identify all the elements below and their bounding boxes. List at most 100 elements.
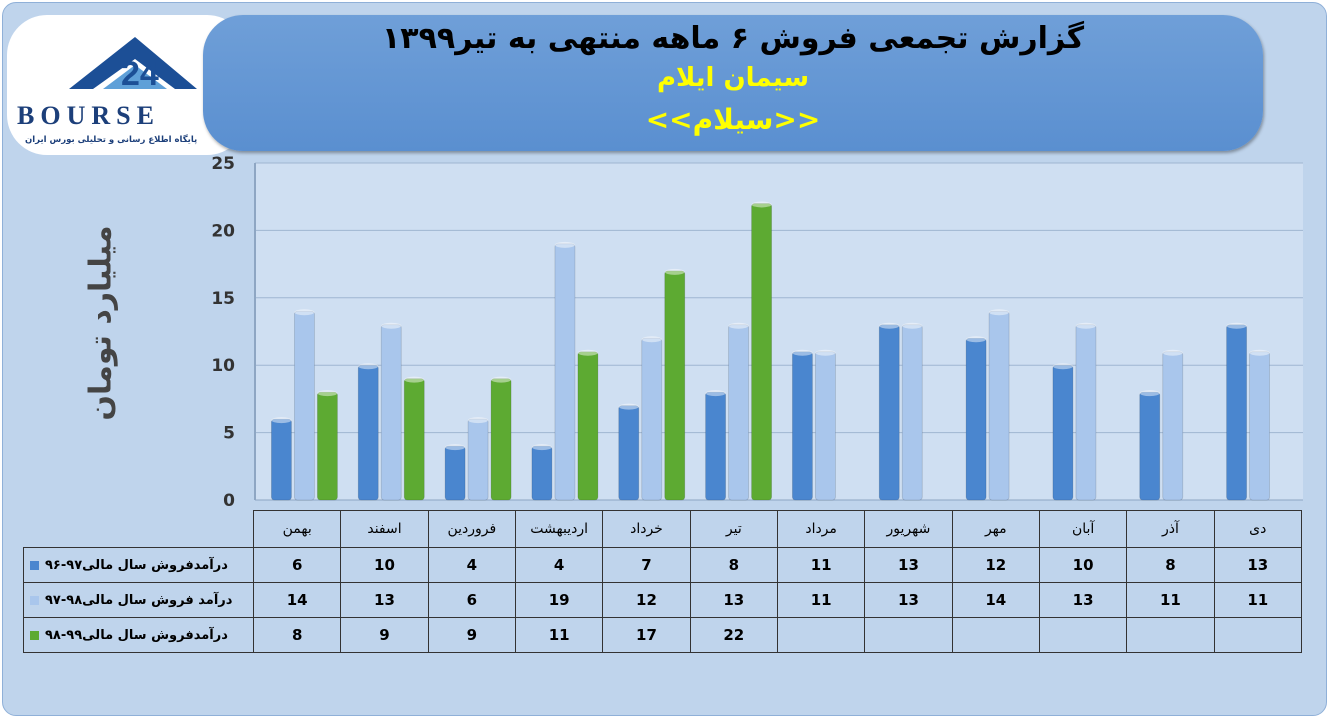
bar (751, 203, 772, 501)
bar (554, 243, 576, 501)
bar-cap (664, 268, 685, 275)
bar (1052, 364, 1074, 501)
data-label: 22 (689, 617, 778, 653)
legend-swatch (30, 560, 39, 570)
data-label: 11 (776, 547, 866, 583)
bar-cap (728, 322, 749, 329)
bar-cap (381, 322, 402, 329)
legend-label: درآمد فروش سال مالی۹۸-۹۷ (45, 592, 233, 608)
bar (577, 351, 599, 501)
data-label (951, 617, 1040, 653)
company-symbol: <<سیلام>> (645, 103, 821, 136)
bar (490, 378, 512, 501)
legend-swatch (30, 595, 39, 605)
bar (403, 378, 425, 501)
bar-cap (989, 309, 1010, 316)
data-label: 6 (427, 582, 516, 618)
legend-label: درآمدفروش سال مالی۹۷-۹۶ (45, 557, 228, 573)
bar-cap (294, 309, 315, 316)
category-label: مرداد (776, 510, 866, 548)
bar (467, 418, 489, 501)
bar (965, 337, 987, 501)
data-label: 12 (602, 582, 691, 618)
bar (728, 324, 749, 501)
bar (357, 364, 379, 501)
data-label: 11 (514, 617, 604, 653)
bar-cap (1226, 322, 1247, 329)
bar (878, 324, 900, 501)
data-label: 17 (602, 617, 691, 653)
company-name: سیمان ایلام (656, 63, 810, 93)
legend-entry: درآمدفروش سال مالی۹۷-۹۶ (23, 547, 254, 583)
bar-cap (468, 417, 489, 424)
y-tick-label: 5 (223, 424, 235, 444)
bar (1226, 324, 1247, 501)
page-title: گزارش تجمعی فروش ۶ ماهه منتهی به تیر۱۳۹۹ (381, 21, 1085, 56)
category-label: تیر (689, 510, 778, 548)
data-label: 13 (340, 582, 429, 618)
bar-cap (815, 349, 836, 356)
logo-word: BOURSE (17, 101, 160, 130)
bar-cap (751, 201, 772, 208)
data-label: 8 (689, 547, 778, 583)
legend-entry: درآمد فروش سال مالی۹۸-۹۷ (23, 582, 254, 618)
data-label: 10 (340, 547, 429, 583)
category-label: اسفند (340, 510, 429, 548)
bar (1249, 351, 1270, 501)
table-row: درآمد فروش سال مالی۹۸-۹۷ 14 13 6 19 12 13 11 13 1… (23, 582, 1302, 618)
data-label: 9 (427, 617, 516, 653)
category-label: آذر (1126, 510, 1215, 548)
y-tick-label: 20 (211, 221, 235, 241)
bar-cap (1249, 349, 1270, 356)
title-banner: گزارش تجمعی فروش ۶ ماهه منتهی به تیر۱۳۹۹… (203, 15, 1263, 151)
data-label: 7 (602, 547, 691, 583)
logo-mark: 24 (69, 37, 197, 93)
data-label: 19 (514, 582, 604, 618)
bar-cap (531, 444, 552, 451)
bar-chart: 0 5 10 15 20 25 (211, 154, 1303, 511)
bar-cap (879, 322, 900, 329)
bar-cap (1052, 363, 1073, 370)
bar-cap (902, 322, 923, 329)
data-label: 8 (252, 617, 342, 653)
data-label: 4 (514, 547, 604, 583)
category-label: بهمن (252, 510, 342, 548)
logo-subtitle: پایگاه اطلاع رسانی و تحلیلی بورس ایران (25, 135, 198, 145)
table-row: درآمدفروش سال مالی۹۷-۹۶ 6 10 4 4 7 8 11 13 12 10 8 1… (23, 547, 1302, 583)
bar (317, 391, 338, 501)
category-label: مهر (951, 510, 1040, 548)
bar-cap (317, 390, 338, 397)
data-label: 9 (340, 617, 429, 653)
bar-cap (491, 376, 512, 383)
bar (988, 310, 1010, 501)
data-label (1038, 617, 1128, 653)
bar-cap (358, 363, 379, 370)
y-tick-label: 15 (211, 289, 235, 309)
bar (1139, 391, 1161, 501)
bar (1162, 351, 1184, 501)
bar-cap (966, 336, 987, 343)
legend-swatch (30, 630, 39, 640)
bar-cap (1139, 390, 1160, 397)
bar (618, 405, 640, 501)
bar (792, 351, 813, 501)
bar-cap (404, 376, 425, 383)
data-label: 13 (864, 547, 953, 583)
plot-area (255, 163, 1303, 500)
data-label: 6 (252, 547, 342, 583)
data-label: 8 (1126, 547, 1215, 583)
data-label: 10 (1038, 547, 1128, 583)
bar (705, 391, 726, 501)
data-label: 14 (252, 582, 342, 618)
bar (271, 418, 292, 501)
category-label: شهریور (864, 510, 953, 548)
data-label: 13 (1213, 547, 1302, 583)
bar-cap (705, 390, 726, 397)
category-label: دی (1213, 510, 1302, 548)
table-row: درآمدفروش سال مالی۹۹-۹۸ 8 9 9 11 17 22 (23, 617, 1302, 653)
data-label: 11 (1126, 582, 1215, 618)
legend-entry: درآمدفروش سال مالی۹۹-۹۸ (23, 617, 254, 653)
y-tick-label: 25 (211, 154, 235, 174)
table-corner (24, 511, 254, 548)
